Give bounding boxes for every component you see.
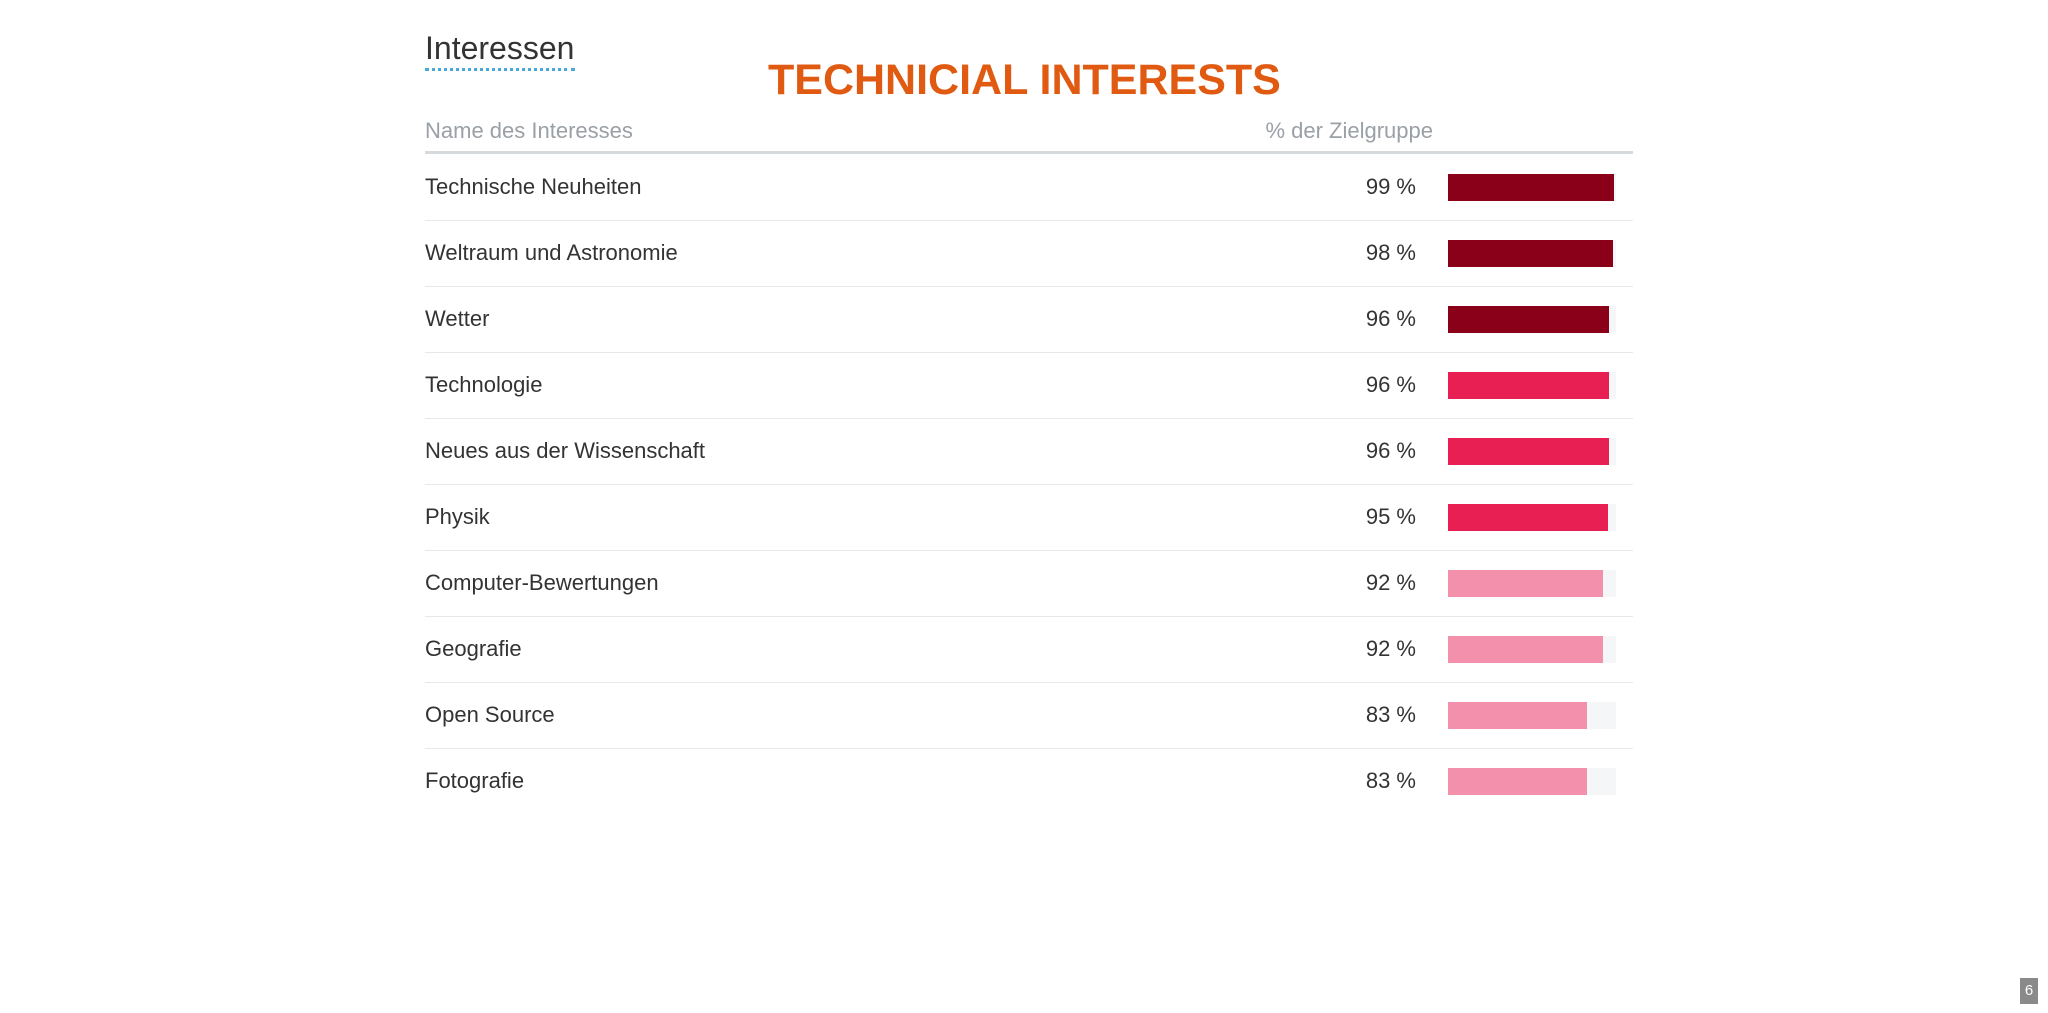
bar-track xyxy=(1448,570,1616,597)
bar-fill xyxy=(1448,636,1603,663)
bar-fill xyxy=(1448,174,1614,201)
row-interest-name: Neues aus der Wissenschaft xyxy=(425,438,706,463)
table-row[interactable]: Weltraum und Astronomie 98 % xyxy=(425,221,1633,287)
column-header-name[interactable]: Name des Interesses xyxy=(425,118,633,143)
row-percent-label: 98 % xyxy=(1365,240,1416,265)
section-title: Interessen xyxy=(425,30,575,66)
bar-track xyxy=(1448,372,1616,399)
table-row[interactable]: Wetter 96 % xyxy=(425,287,1633,353)
bar-fill xyxy=(1448,306,1609,333)
table-row[interactable]: Open Source 83 % xyxy=(425,683,1633,749)
table-row[interactable]: Physik 95 % xyxy=(425,485,1633,551)
bar-track xyxy=(1448,240,1616,267)
table-row[interactable]: Geografie 92 % xyxy=(425,617,1633,683)
bar-fill xyxy=(1448,570,1603,597)
bar-fill xyxy=(1448,504,1608,531)
table-row[interactable]: Fotografie 83 % xyxy=(425,749,1633,814)
table-row[interactable]: Neues aus der Wissenschaft 96 % xyxy=(425,419,1633,485)
table-row[interactable]: Technische Neuheiten 99 % xyxy=(425,155,1633,221)
row-interest-name: Fotografie xyxy=(425,768,525,793)
column-header-percent[interactable]: % der Zielgruppe xyxy=(1265,118,1433,143)
bar-track xyxy=(1448,636,1616,663)
row-interest-name: Weltraum und Astronomie xyxy=(425,240,678,265)
interests-table-body: Technische Neuheiten 99 % Weltraum und Ast… xyxy=(425,155,1633,814)
row-percent-label: 83 % xyxy=(1365,702,1416,727)
row-percent-label: 92 % xyxy=(1365,570,1416,595)
bar-fill xyxy=(1448,372,1609,399)
row-interest-name: Technologie xyxy=(425,372,543,397)
column-headers: Name des Interesses % der Zielgruppe xyxy=(425,90,1633,154)
bar-track xyxy=(1448,306,1616,333)
row-interest-name: Open Source xyxy=(425,702,555,727)
row-percent-label: 96 % xyxy=(1365,372,1416,397)
bar-track xyxy=(1448,438,1616,465)
row-interest-name: Wetter xyxy=(425,306,490,331)
bar-track xyxy=(1448,504,1616,531)
row-percent-label: 99 % xyxy=(1365,174,1416,199)
slide-number-badge: 6 xyxy=(2020,978,2038,1004)
row-percent-label: 83 % xyxy=(1365,768,1416,793)
bar-fill xyxy=(1448,768,1587,795)
table-row[interactable]: Technologie 96 % xyxy=(425,353,1633,419)
row-interest-name: Geografie xyxy=(425,636,522,661)
bar-fill xyxy=(1448,702,1587,729)
row-interest-name: Computer-Bewertungen xyxy=(425,570,659,595)
bar-fill xyxy=(1448,240,1613,267)
bar-track xyxy=(1448,702,1616,729)
row-interest-name: Technische Neuheiten xyxy=(425,174,642,199)
section-title-underline xyxy=(425,68,575,71)
table-row[interactable]: Computer-Bewertungen 92 % xyxy=(425,551,1633,617)
row-percent-label: 92 % xyxy=(1365,636,1416,661)
row-percent-label: 96 % xyxy=(1365,438,1416,463)
overlay-title: TECHNICIAL INTERESTS xyxy=(768,56,1281,104)
bar-fill xyxy=(1448,438,1609,465)
bar-track xyxy=(1448,768,1616,795)
bar-track xyxy=(1448,174,1616,201)
row-percent-label: 96 % xyxy=(1365,306,1416,331)
row-interest-name: Physik xyxy=(425,504,490,529)
row-percent-label: 95 % xyxy=(1365,504,1416,529)
